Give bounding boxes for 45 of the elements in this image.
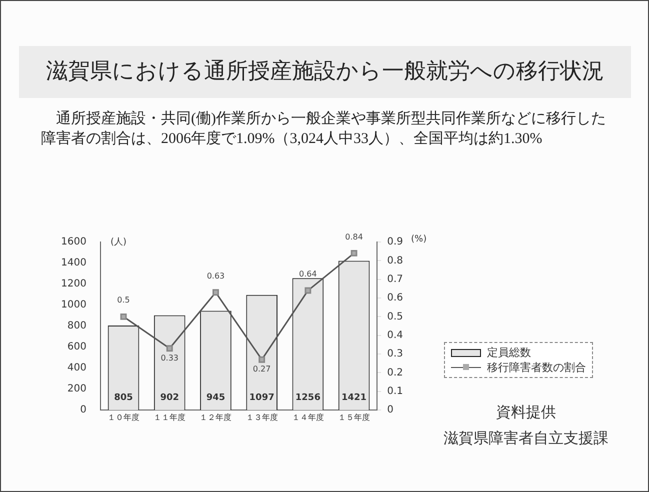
y-tick-label: 600 (67, 342, 86, 353)
y-tick-label: 200 (67, 384, 86, 395)
data-label: 0.63 (206, 271, 225, 280)
y-tick-label: 0 (80, 404, 86, 416)
data-label: 805 (114, 392, 133, 403)
x-tick-label: １０年度 (108, 412, 140, 422)
y2-tick-label: 0.7 (387, 274, 404, 285)
y2-tick-label: 0.3 (387, 348, 404, 360)
data-label: 0.27 (252, 364, 271, 374)
legend-label: 定員総数 (487, 345, 531, 360)
y2-tick-label: 0.1 (387, 386, 404, 397)
data-label: 1097 (249, 392, 274, 403)
y2-tick-label: 0.6 (387, 292, 404, 304)
data-label: 945 (206, 392, 226, 403)
data-label: 1421 (342, 392, 367, 403)
data-label: 0.64 (299, 270, 317, 279)
y2-axis-title: (%) (411, 234, 427, 244)
text: 資料提供 (495, 402, 557, 423)
y2-tick-label: 0.5 (387, 311, 404, 322)
x-tick-label: １２年度 (200, 412, 232, 422)
y2-tick-label: 0.4 (387, 330, 404, 341)
data-label: 1256 (295, 392, 320, 403)
y2-tick-label: 0.8 (387, 255, 404, 266)
x-tick-label: １３年度 (246, 412, 278, 422)
y-tick-label: 1200 (60, 278, 86, 290)
y2-tick-label: 0 (387, 404, 394, 416)
y-tick-label: 1400 (60, 258, 86, 269)
data-label: 0.5 (117, 296, 130, 305)
data-label: 0.84 (345, 232, 363, 242)
chart-subtitle: 通所授産施設・共同(働)作業所から一般企業や事業所型共同作業所などに移行した障害者の割合は、2006年度で1.09%（3,024人中33人）、全国平均は約1.30% (41, 109, 607, 149)
y2-tick-label: 0.2 (387, 367, 404, 378)
x-tick-label: １５年度 (338, 412, 370, 422)
data-label: 902 (160, 392, 180, 403)
y-tick-label: 1600 (60, 236, 86, 248)
y-axis-title: (人) (110, 236, 126, 248)
x-tick-label: １４年度 (292, 412, 324, 422)
text: 滋賀県障害者自立支援課 (442, 428, 610, 449)
y-tick-label: 800 (67, 320, 86, 332)
chart-title: 滋賀県における通所授産施設から一般就労への移行状況 (19, 46, 631, 98)
y-tick-label: 1000 (60, 300, 86, 311)
legend-label: 移行障害者数の割合 (487, 360, 586, 375)
data-label: 0.33 (160, 353, 179, 362)
y-tick-label: 400 (67, 362, 86, 374)
y2-tick-label: 0.9 (387, 236, 404, 248)
x-tick-label: １１年度 (154, 412, 186, 422)
